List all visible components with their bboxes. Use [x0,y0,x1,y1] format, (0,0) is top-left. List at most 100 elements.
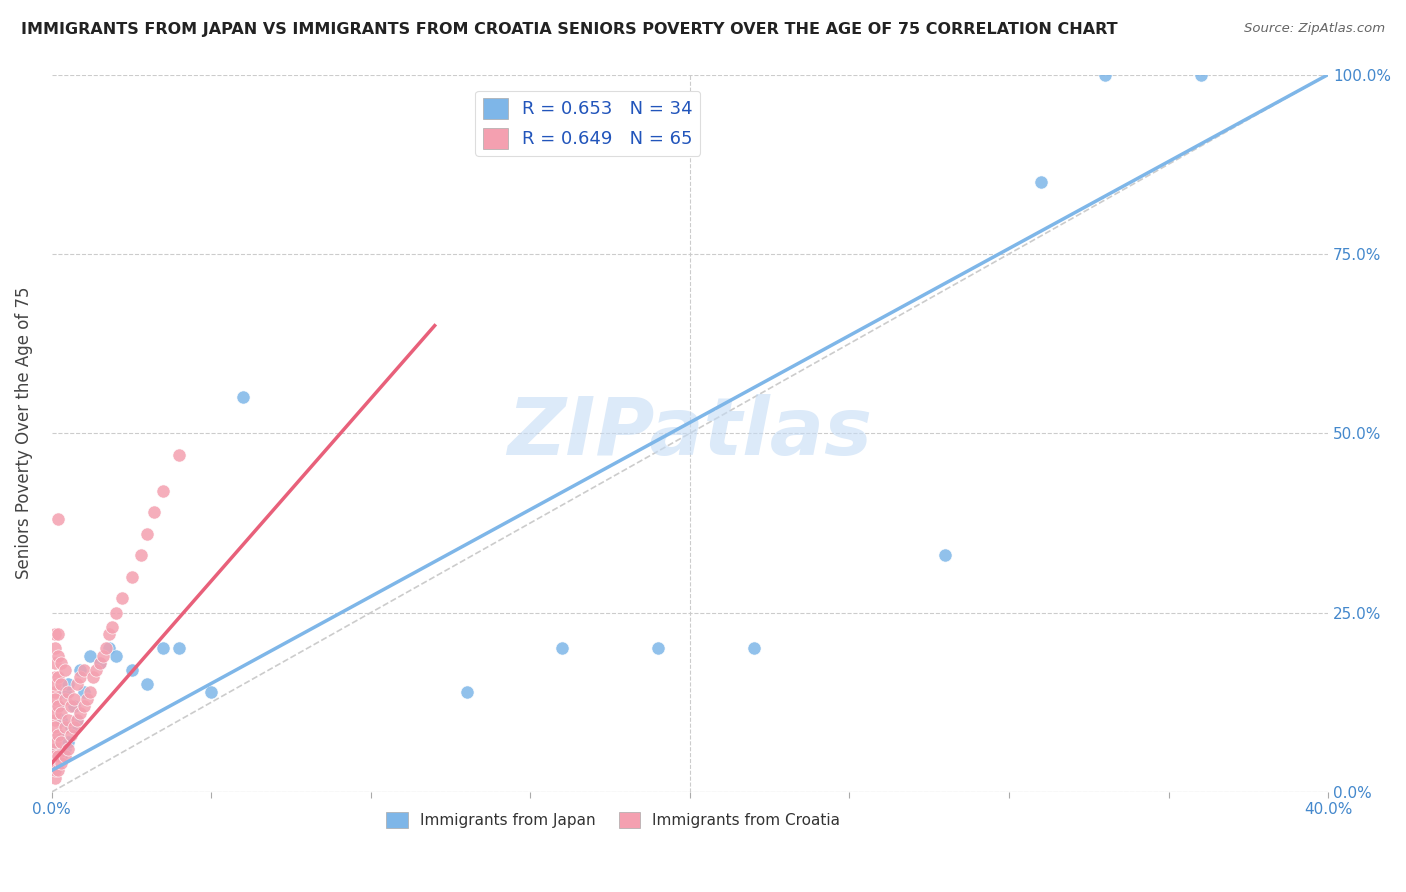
Point [53,663,76,677]
Point [44,720,66,734]
Point [73,684,96,698]
Point [69,670,91,684]
Point [44,656,66,670]
Point [46,764,69,778]
Point [46,627,69,641]
Point [44,749,66,764]
Point [98,627,121,641]
Point [59,720,82,734]
Point [104,648,127,663]
Point [82,670,104,684]
Point [169,448,191,462]
Point [121,570,143,584]
Point [44,771,66,785]
Point [94,641,117,656]
Point [46,670,69,684]
Point [46,756,69,771]
Point [56,735,79,749]
Point [46,648,69,663]
Point [56,742,79,756]
Point [89,656,111,670]
Text: Source: ZipAtlas.com: Source: ZipAtlas.com [1244,22,1385,36]
Point [51,656,73,670]
Point [56,713,79,727]
Point [44,735,66,749]
Point [69,663,91,677]
Point [63,698,86,713]
Point [69,706,91,720]
Point [136,526,159,541]
Point [1029,175,1052,189]
Point [66,713,89,727]
Point [44,713,66,727]
Point [51,677,73,691]
Point [53,720,76,734]
Point [79,684,101,698]
Point [63,691,86,706]
Point [129,548,152,562]
Point [46,749,69,764]
Point [44,641,66,656]
Point [66,713,89,727]
Point [44,764,66,778]
Point [76,691,98,706]
Point [742,641,765,656]
Point [44,684,66,698]
Point [44,756,66,771]
Y-axis label: Seniors Poverty Over the Age of 75: Seniors Poverty Over the Age of 75 [15,287,32,580]
Point [44,706,66,720]
Point [46,698,69,713]
Point [136,677,159,691]
Point [456,684,478,698]
Point [51,756,73,771]
Point [46,728,69,742]
Point [53,684,76,698]
Point [59,698,82,713]
Point [44,764,66,778]
Point [44,691,66,706]
Point [59,728,82,742]
Point [46,512,69,526]
Point [1094,68,1116,82]
Point [44,742,66,756]
Point [56,677,79,691]
Point [121,663,143,677]
Point [53,749,76,764]
Point [1189,68,1212,82]
Point [51,706,73,720]
Point [232,390,254,404]
Point [142,505,165,519]
Point [152,641,174,656]
Point [79,648,101,663]
Point [169,641,191,656]
Point [51,735,73,749]
Point [46,728,69,742]
Point [44,677,66,691]
Point [152,483,174,498]
Point [44,742,66,756]
Point [86,663,108,677]
Point [91,648,114,663]
Point [44,670,66,684]
Point [73,698,96,713]
Point [44,627,66,641]
Point [46,698,69,713]
Point [89,656,111,670]
Point [934,548,956,562]
Point [44,698,66,713]
Point [200,684,222,698]
Point [101,620,124,634]
Point [44,728,66,742]
Point [73,663,96,677]
Point [53,742,76,756]
Point [53,691,76,706]
Point [98,641,121,656]
Legend: Immigrants from Japan, Immigrants from Croatia: Immigrants from Japan, Immigrants from C… [381,806,846,835]
Point [66,677,89,691]
Text: IMMIGRANTS FROM JAPAN VS IMMIGRANTS FROM CROATIA SENIORS POVERTY OVER THE AGE OF: IMMIGRANTS FROM JAPAN VS IMMIGRANTS FROM… [21,22,1118,37]
Point [647,641,669,656]
Point [104,606,127,620]
Point [111,591,134,606]
Point [551,641,574,656]
Point [63,720,86,734]
